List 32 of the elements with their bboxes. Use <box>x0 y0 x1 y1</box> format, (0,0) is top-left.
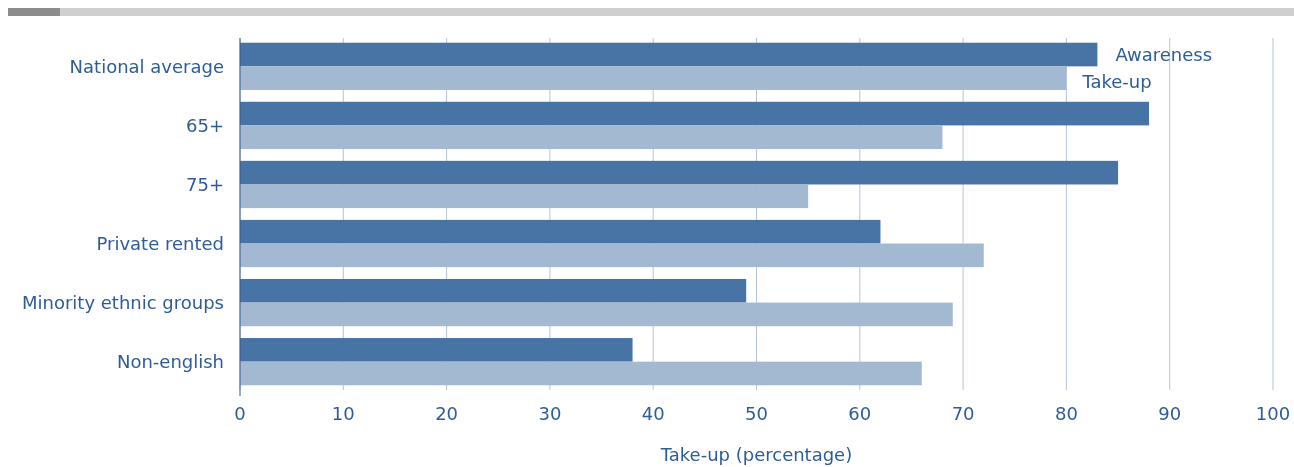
x-tick-label: 100 <box>1255 403 1291 424</box>
x-tick-label: 10 <box>331 403 355 424</box>
x-tick-label: 50 <box>745 403 768 424</box>
bar <box>240 219 881 244</box>
x-axis-title: Take-up (percentage) <box>659 444 853 465</box>
bar <box>240 101 1150 126</box>
bar <box>240 302 953 327</box>
x-tick-label: 80 <box>1054 403 1078 424</box>
series-label: Take-up <box>1081 71 1152 93</box>
bar <box>240 338 633 362</box>
bar <box>240 125 943 150</box>
bar <box>240 278 747 303</box>
x-tick-label: 20 <box>435 403 459 424</box>
series-label: Awareness <box>1115 43 1213 65</box>
x-tick-label: 90 <box>1158 403 1182 424</box>
y-tick-label: National average <box>69 55 224 77</box>
y-tick-label: Non-english <box>116 350 224 372</box>
x-tick-label: 70 <box>951 403 975 424</box>
x-tick-label: 0 <box>234 403 246 424</box>
bar <box>240 243 984 268</box>
y-tick-label: 75+ <box>186 173 224 195</box>
bar <box>240 42 1098 67</box>
y-tick-label: Minority ethnic groups <box>21 291 224 313</box>
x-tick-label: 30 <box>538 403 562 424</box>
bar <box>240 361 922 386</box>
bar <box>240 66 1067 90</box>
bar <box>240 160 1119 185</box>
y-tick-label: Private rented <box>96 232 224 254</box>
x-tick-label: 60 <box>848 403 872 424</box>
x-tick-label: 40 <box>641 403 665 424</box>
bar <box>240 184 809 209</box>
y-tick-label: 65+ <box>186 114 224 136</box>
